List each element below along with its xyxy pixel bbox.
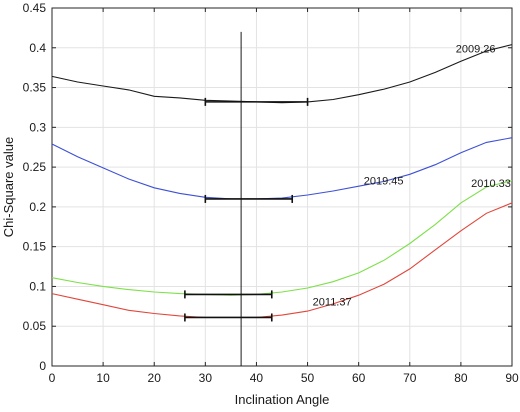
y-axis-label: Chi-Square value bbox=[1, 137, 16, 237]
x-tick-label: 40 bbox=[250, 371, 264, 385]
x-tick-label: 70 bbox=[403, 371, 417, 385]
y-tick-label: 0.25 bbox=[23, 160, 47, 174]
x-tick-label: 0 bbox=[49, 371, 56, 385]
series-labels: 2009.26 2019.45 2010.33 2011.37 bbox=[313, 44, 511, 309]
y-tick-label: 0.35 bbox=[23, 81, 47, 95]
y-tick-label: 0.05 bbox=[23, 319, 47, 333]
series-line-2010.33 bbox=[51, 180, 513, 296]
series-line-2011.37 bbox=[51, 202, 513, 319]
series-label-2009.26: 2009.26 bbox=[456, 44, 496, 56]
x-tick-label: 20 bbox=[148, 371, 162, 385]
axes-frame bbox=[51, 7, 513, 367]
y-tick-label: 0.45 bbox=[23, 1, 47, 15]
series-lines bbox=[51, 44, 513, 319]
x-tick-label: 90 bbox=[505, 371, 519, 385]
x-tick-label: 10 bbox=[96, 371, 110, 385]
series-line-2009.26 bbox=[51, 44, 513, 104]
y-tick-label: 0.15 bbox=[23, 240, 47, 254]
x-tick-label: 80 bbox=[454, 371, 468, 385]
x-tick-label: 60 bbox=[352, 371, 366, 385]
y-tick-label: 0.2 bbox=[29, 200, 46, 214]
x-tick-label: 50 bbox=[301, 371, 315, 385]
y-tick-label: 0 bbox=[39, 359, 46, 373]
y-tick-label: 0.3 bbox=[29, 120, 46, 134]
series-label-2010.33: 2010.33 bbox=[471, 178, 511, 190]
x-axis-label: Inclination Angle bbox=[235, 392, 330, 407]
x-tick-label: 30 bbox=[199, 371, 213, 385]
grid bbox=[51, 7, 513, 367]
y-tick-label: 0.1 bbox=[29, 279, 46, 293]
series-label-2019.45: 2019.45 bbox=[364, 176, 404, 188]
series-line-2019.45 bbox=[51, 137, 513, 200]
error-bars bbox=[184, 97, 309, 322]
series-label-2011.37: 2011.37 bbox=[313, 297, 352, 309]
y-tick-label: 0.4 bbox=[29, 41, 46, 55]
axis-ticks: 0 10 20 30 40 50 60 70 80 90 0 0.05 0.1 0.15 0.2 0.25 0.… bbox=[23, 1, 519, 385]
